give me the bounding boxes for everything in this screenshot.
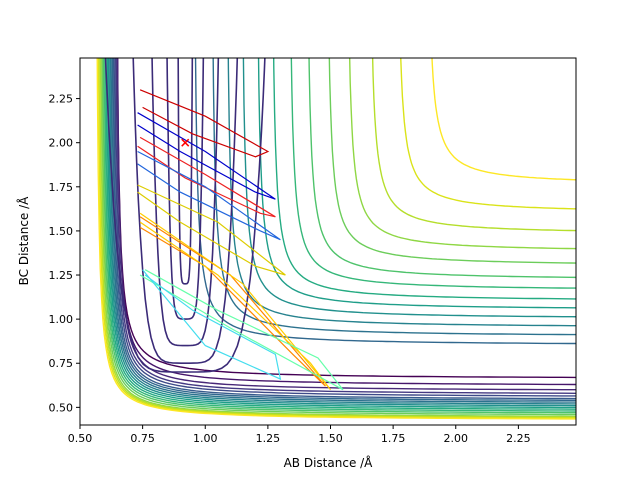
start-point-marker: [181, 138, 190, 147]
y-tick-label: 0.50: [49, 401, 74, 414]
x-tick-label: 2.00: [444, 432, 469, 445]
trajectory-lines: [137, 89, 344, 391]
contour-line-18: [96, 58, 576, 420]
upper-contour-line-8: [328, 58, 576, 264]
contour-line-14: [101, 58, 576, 416]
start-point-layer: [181, 138, 190, 147]
upper-contour-line-9: [348, 58, 576, 250]
upper-contour-line-3: [242, 58, 576, 318]
y-tick-label: 1.00: [49, 313, 74, 326]
contour-line-8: [109, 58, 576, 405]
y-tick-label: 1.75: [49, 181, 74, 194]
trajectory-0: [139, 89, 270, 158]
x-tick-label: 2.25: [506, 432, 531, 445]
trajectory-8: [142, 269, 282, 381]
contour-line-7: [110, 58, 576, 403]
y-tick-label: 1.50: [49, 225, 74, 238]
well-contour-3: [132, 58, 239, 364]
well-contour-2: [151, 58, 220, 347]
upper-contour-line-4: [257, 58, 576, 309]
well-contour-0: [177, 58, 194, 285]
trajectory-3: [137, 150, 281, 241]
contour-line-6: [111, 58, 576, 402]
contour-line-3: [115, 58, 576, 394]
plot-frame: [79, 57, 577, 426]
contour-line-9: [107, 58, 576, 407]
x-tick-label: 1.00: [193, 432, 218, 445]
trajectory-4: [137, 184, 286, 276]
y-axis-label: BC Distance /Å: [16, 196, 31, 286]
x-tick-label: 0.75: [130, 432, 155, 445]
y-tick-label: 0.75: [49, 357, 74, 370]
y-tick-label: 2.00: [49, 137, 74, 150]
contour-line-15: [100, 58, 576, 417]
well-contour-4: [104, 58, 266, 373]
x-tick-label: 0.50: [68, 432, 93, 445]
contour-line-0: [116, 58, 576, 379]
contour-line-4: [114, 58, 576, 397]
trajectory-2: [137, 112, 276, 200]
upper-contour-line-10: [371, 58, 576, 232]
upper-contour-line-7: [308, 58, 576, 279]
y-tick-label: 2.25: [49, 93, 74, 106]
upper-contour-line-2: [227, 58, 576, 327]
contour-lines: [96, 58, 576, 420]
upper-contour-line-0: [194, 58, 576, 345]
x-tick-label: 1.50: [318, 432, 343, 445]
contour-line-17: [97, 58, 576, 419]
upper-contour-line-11: [400, 58, 576, 210]
contour-line-13: [102, 58, 576, 414]
trajectory-6: [139, 212, 331, 391]
contour-line-5: [112, 58, 576, 400]
y-tick-label: 1.25: [49, 269, 74, 282]
trajectory-7: [139, 269, 344, 391]
contour-line-16: [99, 58, 576, 418]
x-axis-ticks: 0.50 0.75 1.00 1.25 1.50 1.75 2.00 2.25: [68, 425, 531, 445]
x-axis-label: AB Distance /Å: [284, 455, 374, 470]
upper-contour-line-12: [431, 58, 576, 181]
upper-contour-line-5: [272, 58, 576, 300]
contour-line-12: [104, 58, 576, 412]
well-contour-1: [166, 58, 205, 320]
contour-line-10: [106, 58, 576, 409]
x-tick-label: 1.75: [381, 432, 406, 445]
upper-contour-line-6: [290, 58, 576, 289]
x-tick-label: 1.25: [256, 432, 281, 445]
y-axis-ticks: 0.50 0.75 1.00 1.25 1.50 1.75 2.00 2.25: [49, 93, 80, 414]
contour-line-11: [105, 58, 576, 410]
